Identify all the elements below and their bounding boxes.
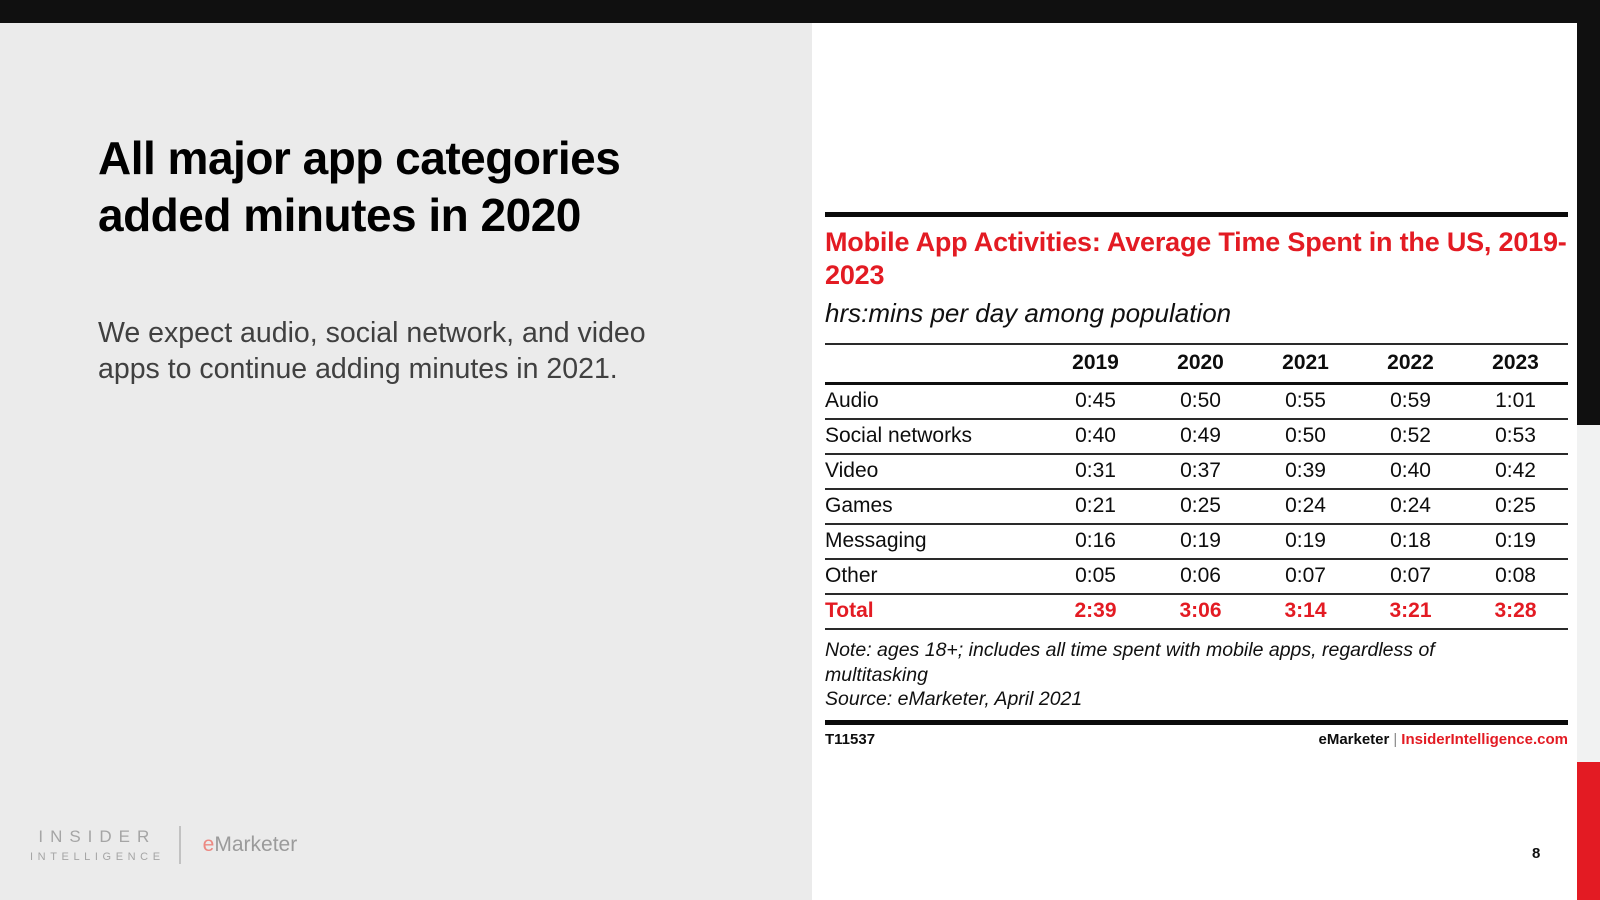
table-cell: 0:50 xyxy=(1285,424,1326,447)
table-cell: 0:19 xyxy=(1180,529,1221,552)
table-cell: 0:21 xyxy=(1075,494,1116,517)
chart-bottom-rule xyxy=(825,719,1568,725)
table-row: Social networks 0:40 0:49 0:50 0:52 0:53 xyxy=(825,419,1568,454)
table-cell: 0:39 xyxy=(1285,459,1326,482)
table-header-row: 2019 2020 2021 2022 2023 xyxy=(825,344,1568,384)
page-number: 8 xyxy=(1532,845,1541,862)
table-cell: 0:08 xyxy=(1495,564,1536,587)
emarketer-wordmark: eMarketer xyxy=(203,833,298,857)
table-cell: 3:28 xyxy=(1494,599,1537,622)
table-cell: 3:21 xyxy=(1389,599,1432,622)
emarketer-chart: Mobile App Activities: Average Time Spen… xyxy=(825,212,1568,748)
table-row: Video 0:31 0:37 0:39 0:40 0:42 xyxy=(825,454,1568,489)
right-edge-strip-black xyxy=(1577,0,1600,425)
row-label: Social networks xyxy=(825,424,973,447)
table-row: Other 0:05 0:06 0:07 0:07 0:08 xyxy=(825,559,1568,594)
logo-divider xyxy=(178,826,181,864)
emarketer-wordmark-rest: Marketer xyxy=(214,833,298,856)
left-panel-background xyxy=(0,23,812,900)
table-cell: 0:59 xyxy=(1390,389,1431,412)
table-cell: 0:07 xyxy=(1390,564,1431,587)
table-cell: 0:53 xyxy=(1495,424,1536,447)
table-cell: 0:07 xyxy=(1285,564,1326,587)
brand-insiderintelligence-link: InsiderIntelligence.com xyxy=(1401,730,1568,748)
table-cell: 1:01 xyxy=(1495,389,1536,412)
chart-footer: T11537 eMarketer | InsiderIntelligence.com xyxy=(825,731,1568,748)
table-cell: 0:24 xyxy=(1390,494,1431,517)
table-cell: 0:55 xyxy=(1285,389,1326,412)
table-cell: 0:24 xyxy=(1285,494,1326,517)
chart-note: Note: ages 18+; includes all time spent … xyxy=(825,639,1435,686)
table-header-year: 2019 xyxy=(1072,351,1119,374)
table-cell: 0:50 xyxy=(1180,389,1221,412)
table-header-year: 2020 xyxy=(1177,351,1224,374)
row-label: Video xyxy=(825,459,879,482)
table-header-year: 2023 xyxy=(1492,351,1539,374)
slide-body-text: We expect audio, social network, and vid… xyxy=(98,317,646,385)
table-cell: 0:19 xyxy=(1285,529,1326,552)
right-edge-strip-red xyxy=(1577,762,1600,900)
row-label: Other xyxy=(825,564,878,587)
row-label: Games xyxy=(825,494,893,517)
table-cell: 0:06 xyxy=(1180,564,1221,587)
right-edge-strip-gray xyxy=(1577,425,1600,762)
chart-brand-line: eMarketer | InsiderIntelligence.com xyxy=(1318,731,1568,748)
table-cell: 0:19 xyxy=(1495,529,1536,552)
chart-source: Source: eMarketer, April 2021 xyxy=(825,688,1083,710)
chart-title: Mobile App Activities: Average Time Spen… xyxy=(825,227,1567,290)
insider-wordmark-line1: INSIDER xyxy=(38,827,157,846)
insider-wordmark-line2: INTELLIGENCE xyxy=(30,851,165,863)
row-label: Total xyxy=(825,599,874,622)
chart-top-rule xyxy=(825,212,1568,217)
table-header-empty xyxy=(825,344,1043,384)
table-row: Audio 0:45 0:50 0:55 0:59 1:01 xyxy=(825,384,1568,419)
table-cell: 0:45 xyxy=(1075,389,1116,412)
table-row: Games 0:21 0:25 0:24 0:24 0:25 xyxy=(825,489,1568,524)
table-cell: 0:16 xyxy=(1075,529,1116,552)
table-cell: 0:37 xyxy=(1180,459,1221,482)
table-cell: 0:25 xyxy=(1495,494,1536,517)
emarketer-wordmark-e: e xyxy=(202,833,215,856)
table-header-year: 2022 xyxy=(1387,351,1434,374)
table-cell: 0:42 xyxy=(1495,459,1536,482)
table-cell: 0:31 xyxy=(1075,459,1116,482)
chart-subtitle: hrs:mins per day among population xyxy=(825,298,1232,328)
right-panel-background xyxy=(812,23,1577,900)
insider-intelligence-wordmark: INSIDER INTELLIGENCE xyxy=(30,827,165,863)
top-black-bar xyxy=(0,0,1600,23)
row-label: Messaging xyxy=(825,529,927,552)
table-cell: 0:49 xyxy=(1180,424,1221,447)
table-row: Messaging 0:16 0:19 0:19 0:18 0:19 xyxy=(825,524,1568,559)
table-cell: 3:14 xyxy=(1284,599,1327,622)
table-cell: 0:52 xyxy=(1390,424,1431,447)
row-label: Audio xyxy=(825,389,879,412)
brand-emarketer: eMarketer xyxy=(1318,730,1390,748)
chart-id: T11537 xyxy=(825,730,876,748)
table-header-year: 2021 xyxy=(1282,351,1329,374)
brand-separator: | xyxy=(1393,730,1398,748)
table-cell: 0:05 xyxy=(1075,564,1116,587)
table-row-total: Total 2:39 3:06 3:14 3:21 3:28 xyxy=(825,594,1568,629)
table-cell: 3:06 xyxy=(1179,599,1222,622)
table-cell: 0:40 xyxy=(1075,424,1116,447)
slide-title: All major app categories added minutes i… xyxy=(98,132,621,241)
table-cell: 0:40 xyxy=(1390,459,1431,482)
table-cell: 0:25 xyxy=(1180,494,1221,517)
table-cell: 2:39 xyxy=(1074,599,1117,622)
insider-intelligence-emarketer-logo: INSIDER INTELLIGENCE eMarketer xyxy=(30,826,297,864)
table-cell: 0:18 xyxy=(1390,529,1431,552)
time-spent-table: 2019 2020 2021 2022 2023 Audio 0:45 0:50… xyxy=(825,343,1568,630)
